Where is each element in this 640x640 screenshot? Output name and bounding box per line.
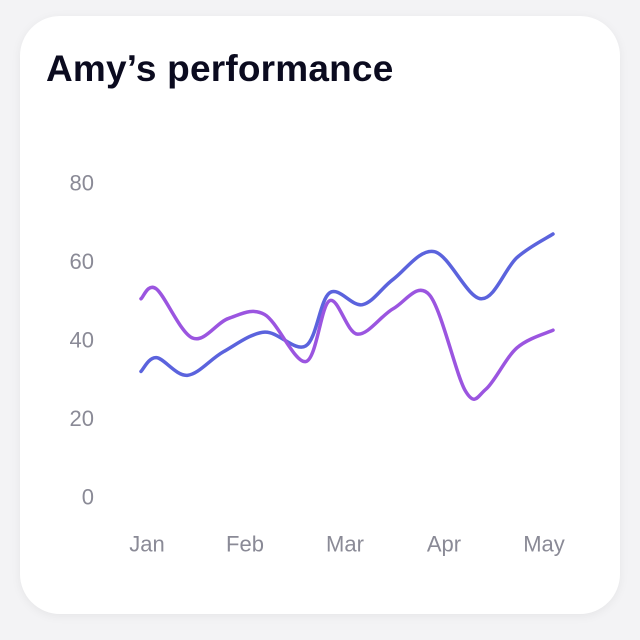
y-tick-label: 40 <box>70 328 94 353</box>
x-tick-label: Apr <box>427 532 461 557</box>
y-tick-label: 20 <box>70 406 94 431</box>
x-tick-label: Jan <box>129 532 164 557</box>
series-line-2 <box>139 285 555 401</box>
series-line-1 <box>139 232 555 378</box>
x-axis-ticks: Jan Feb Mar Apr May <box>129 532 565 557</box>
y-axis-ticks: 0 20 40 60 80 <box>70 171 94 510</box>
series-lines <box>139 232 555 401</box>
x-tick-label: Feb <box>226 532 264 557</box>
x-tick-label: Mar <box>326 532 364 557</box>
x-tick-label: May <box>523 532 565 557</box>
chart-title: Amy’s performance <box>46 48 394 89</box>
y-tick-label: 60 <box>70 249 94 274</box>
y-tick-label: 80 <box>70 171 94 196</box>
y-tick-label: 0 <box>82 485 94 510</box>
